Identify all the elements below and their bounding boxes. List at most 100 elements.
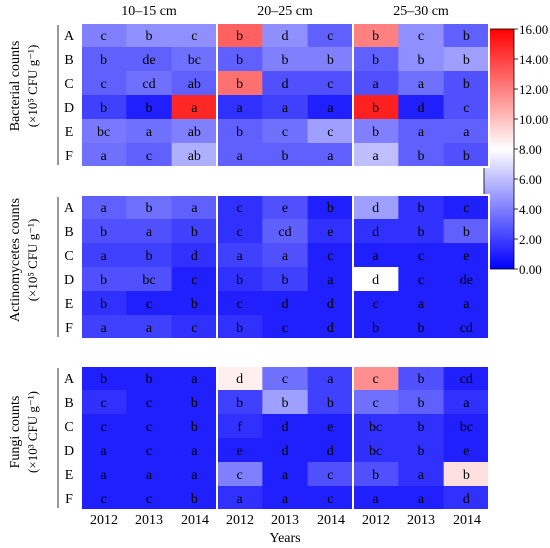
heatmap-cell	[217, 47, 263, 72]
heatmap-cell	[81, 243, 127, 268]
cell-letter: b	[100, 372, 107, 387]
heatmap-cell	[217, 23, 263, 48]
cell-letter: c	[327, 468, 333, 483]
cell-letter: a	[373, 149, 380, 164]
cell-letter: b	[418, 225, 425, 240]
colorbar-tick-label: 0.00	[519, 262, 542, 277]
heatmap-cell	[398, 366, 445, 391]
cell-letter: c	[146, 444, 152, 459]
heatmap-cell	[126, 195, 173, 220]
cell-letter: b	[282, 273, 289, 288]
colorbar-tick-label: 2.00	[519, 232, 542, 247]
cell-letter: c	[101, 420, 107, 435]
cell-letter: c	[101, 77, 107, 92]
cell-letter: d	[372, 225, 379, 240]
y-axis-title-fungi-line2: (×10³ CFU g⁻¹)	[25, 391, 40, 473]
heatmap-cell	[353, 23, 399, 48]
cell-letter: b	[191, 420, 198, 435]
cell-letter: a	[101, 149, 108, 164]
heatmap-cell	[307, 366, 354, 391]
colorbar-tick-label: 10.00	[519, 112, 548, 127]
cell-letter: a	[418, 468, 425, 483]
heatmap-cell	[126, 390, 173, 415]
colorbar-tick-label: 12.00	[519, 82, 548, 97]
cell-letter: e	[237, 444, 243, 459]
heatmap-cell	[217, 462, 263, 487]
heatmap-cell	[81, 315, 127, 340]
heatmap-cell	[398, 438, 445, 463]
heatmap-cell	[398, 243, 445, 268]
cell-letter: b	[146, 201, 153, 216]
cell-letter: ab	[188, 125, 201, 140]
cell-letter: a	[418, 492, 425, 507]
cell-letter: b	[191, 396, 198, 411]
cell-letter: c	[373, 372, 379, 387]
heatmap-cell	[126, 414, 173, 439]
heatmap-cell	[443, 414, 490, 439]
heatmap-cell	[307, 23, 354, 48]
cell-letter: b	[463, 225, 470, 240]
x-tick-label: 2013	[407, 513, 435, 528]
cell-letter: cd	[278, 225, 291, 240]
cell-letter: a	[237, 101, 244, 116]
heatmap-cell	[171, 119, 218, 144]
cell-letter: b	[236, 273, 243, 288]
colorbar-tick-label: 8.00	[519, 142, 542, 157]
cell-letter: a	[191, 101, 198, 116]
cell-letter: b	[418, 53, 425, 68]
heatmap-cell	[171, 438, 218, 463]
heatmap-cell	[307, 47, 354, 72]
heatmap-cell	[262, 47, 309, 72]
cell-letter: b	[463, 53, 470, 68]
heatmap-cell	[217, 366, 263, 391]
cell-letter: b	[418, 420, 425, 435]
heatmap-cell	[217, 119, 263, 144]
cell-letter: d	[372, 273, 379, 288]
cell-letter: de	[460, 273, 473, 288]
treatment-label: E	[65, 468, 74, 483]
heatmap-cell	[443, 219, 490, 244]
cell-letter: b	[191, 297, 198, 312]
heatmap-cell	[353, 95, 399, 120]
cell-letter: b	[372, 101, 379, 116]
cell-letter: ab	[188, 149, 201, 164]
heatmap-cell	[443, 243, 490, 268]
heatmap-cell	[171, 95, 218, 120]
heatmap-cell	[443, 315, 490, 340]
heatmap-cell	[171, 291, 218, 316]
cell-letter: b	[372, 321, 379, 336]
treatment-label: A	[64, 372, 75, 387]
heatmap-cell	[443, 390, 490, 415]
cell-letter: b	[236, 125, 243, 140]
cell-letter: d	[282, 444, 289, 459]
cell-letter: a	[327, 372, 334, 387]
cell-letter: b	[372, 468, 379, 483]
y-axis-title-fungi-line1: Fungi counts	[8, 396, 23, 469]
treatment-label: D	[64, 101, 74, 116]
cell-letter: a	[373, 249, 380, 264]
heatmap-cell	[307, 243, 354, 268]
heatmap-cell	[353, 414, 399, 439]
heatmap-cell	[126, 23, 173, 48]
heatmap-cell	[443, 47, 490, 72]
heatmap-cell	[171, 414, 218, 439]
heatmap-cell	[353, 438, 399, 463]
treatment-label: B	[64, 53, 73, 68]
heatmap-cell	[398, 71, 445, 96]
heatmap-cell	[262, 143, 309, 168]
cell-letter: a	[282, 101, 289, 116]
heatmap-cell	[398, 119, 445, 144]
colorbar-tick-label: 14.00	[519, 52, 548, 67]
heatmap-cell	[126, 47, 173, 72]
cell-letter: a	[463, 297, 470, 312]
cell-letter: c	[418, 273, 424, 288]
treatment-label: E	[65, 125, 74, 140]
heatmap-cell	[81, 366, 127, 391]
cell-letter: d	[327, 444, 334, 459]
heatmap-cell	[217, 414, 263, 439]
heatmap-cell	[443, 438, 490, 463]
heatmap-cell	[171, 267, 218, 292]
cell-letter: cd	[142, 77, 155, 92]
x-tick-label: 2012	[226, 513, 254, 528]
heatmap-cell	[443, 23, 490, 48]
